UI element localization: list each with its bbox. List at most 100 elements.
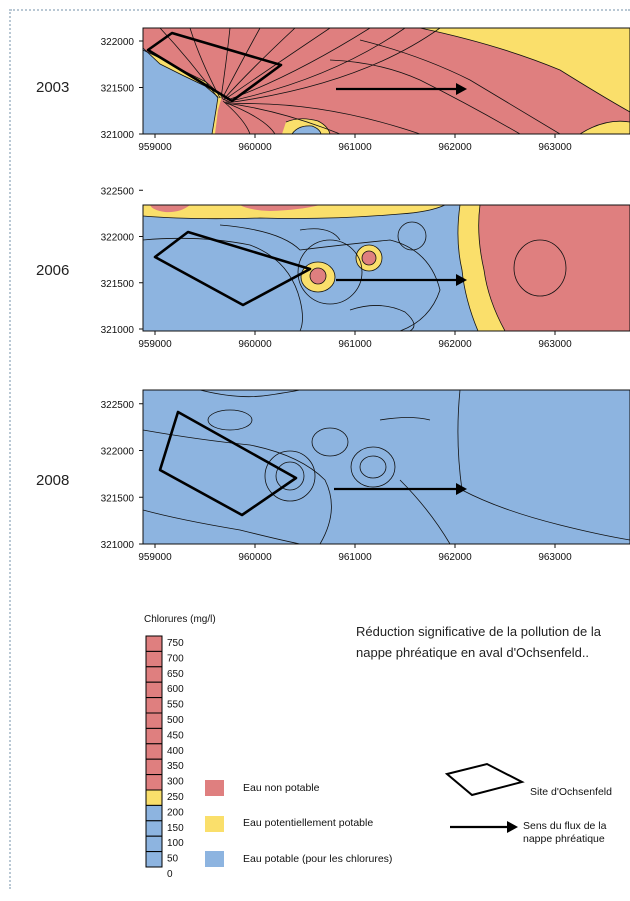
scale-value-label: 0: [167, 869, 173, 880]
legend-swatch-potentially-potable: [205, 816, 224, 832]
scale-value-label: 650: [167, 669, 184, 680]
year-label-2008: 2008: [36, 472, 69, 489]
zone-non-potable: [150, 205, 190, 213]
x-tick-label: 963000: [538, 142, 572, 153]
y-tick-label: 321000: [101, 325, 135, 336]
scale-step: [145, 758, 163, 776]
color-scale: Chlorures (mg/l) 75070065060055050045040…: [144, 614, 216, 880]
scale-step: [145, 681, 163, 699]
scale-step: [145, 697, 163, 714]
scale-step: [145, 743, 163, 760]
zone-non-potable: [478, 205, 630, 331]
y-tick-label: 322000: [101, 447, 135, 458]
scale-step: [145, 835, 163, 853]
flow-arrow: [334, 483, 467, 495]
site-symbol-icon: [444, 762, 525, 797]
y-tick-label: 321000: [101, 130, 135, 141]
x-tick-label: 960000: [238, 552, 272, 563]
x-tick-label: 960000: [238, 142, 272, 153]
panel-2006: 2006: [36, 186, 630, 350]
y-tick-label: 322000: [101, 37, 135, 48]
zone-potentially-potable: [580, 121, 630, 134]
zone-potable: [143, 48, 218, 134]
zone-potable: [143, 390, 630, 544]
scale-step: [145, 789, 163, 806]
legend-label-non-potable: Eau non potable: [243, 782, 320, 794]
zone-non-potable: [362, 251, 376, 265]
scale-value-label: 200: [167, 807, 184, 818]
legend-label-site: Site d'Ochsenfeld: [530, 786, 612, 798]
dotted-border-left: [9, 9, 11, 889]
x-tick-label: 961000: [338, 339, 372, 350]
map-2006: [143, 205, 630, 331]
x-tick-label: 959000: [138, 339, 172, 350]
x-tick-label: 963000: [538, 339, 572, 350]
y-tick-label: 321500: [101, 493, 135, 504]
map-2008: [143, 390, 630, 544]
flow-arrow: [336, 274, 467, 286]
scale-value-label: 350: [167, 761, 184, 772]
y-tick-label: 321500: [101, 279, 135, 290]
map-2003: [143, 28, 630, 134]
scale-value-label: 500: [167, 715, 184, 726]
scale-title: Chlorures (mg/l): [144, 614, 216, 625]
flow-symbol-icon: [450, 821, 518, 833]
scale-value-label: 50: [167, 854, 179, 865]
x-tick-label: 959000: [138, 552, 172, 563]
dotted-border-top: [10, 9, 630, 11]
map-frame: [142, 27, 630, 135]
scale-step: [145, 635, 163, 652]
flow-arrow: [336, 83, 467, 95]
scale-step: [145, 712, 163, 729]
zone-potentially-potable: [420, 28, 630, 112]
y-tick-label: 322500: [101, 186, 135, 197]
site-ochsenfeld-outline: [153, 230, 312, 307]
x-tick-label: 959000: [138, 142, 172, 153]
scale-step: [145, 727, 163, 745]
scale-value-label: 400: [167, 746, 184, 757]
x-tick-label: 962000: [438, 142, 472, 153]
contour-lines: [143, 390, 630, 544]
zone-non-potable: [310, 268, 326, 284]
legend-label-flow-line1: Sens du flux de la: [523, 820, 607, 832]
scale-step: [145, 820, 163, 837]
panel-2008: 2008 959000 960000 961000: [36, 389, 630, 563]
x-tick-label: 963000: [538, 552, 572, 563]
map-frame: [142, 389, 630, 545]
scale-value-label: 550: [167, 700, 184, 711]
scale-value-label: 750: [167, 638, 184, 649]
caption-line-2: nappe phréatique en aval d'Ochsenfeld..: [356, 645, 589, 660]
scale-value-label: 150: [167, 823, 184, 834]
y-tick-label: 322000: [101, 233, 135, 244]
scale-value-label: 700: [167, 653, 184, 664]
map-frame: [142, 204, 630, 332]
scale-step: [145, 774, 163, 791]
scale-value-label: 100: [167, 838, 184, 849]
x-tick-label: 961000: [338, 552, 372, 563]
site-ochsenfeld-outline: [146, 31, 283, 103]
x-tick-label: 960000: [238, 339, 272, 350]
legend: Eau non potable Eau potentiellement pota…: [205, 762, 612, 867]
year-label-2003: 2003: [36, 79, 69, 96]
contour-lines: [143, 28, 630, 134]
panel-2003: 2003: [36, 27, 630, 153]
y-tick-label: 321000: [101, 540, 135, 551]
legend-label-potable: Eau potable (pour les chlorures): [243, 853, 392, 865]
legend-swatch-potable: [205, 851, 224, 867]
legend-label-flow-line2: nappe phréatique: [523, 833, 605, 845]
scale-step: [145, 666, 163, 683]
scale-value-label: 300: [167, 777, 184, 788]
caption-line-1: Réduction significative de la pollution …: [356, 624, 602, 639]
y-tick-label: 322500: [101, 400, 135, 411]
scale-value-label: 450: [167, 730, 184, 741]
x-tick-label: 962000: [438, 339, 472, 350]
scale-value-label: 250: [167, 792, 184, 803]
x-tick-label: 962000: [438, 552, 472, 563]
x-tick-label: 961000: [338, 142, 372, 153]
scale-value-label: 600: [167, 684, 184, 695]
scale-step: [145, 851, 163, 868]
zone-non-potable: [240, 205, 320, 211]
legend-swatch-non-potable: [205, 780, 224, 796]
zone-potentially-potable: [143, 205, 445, 219]
